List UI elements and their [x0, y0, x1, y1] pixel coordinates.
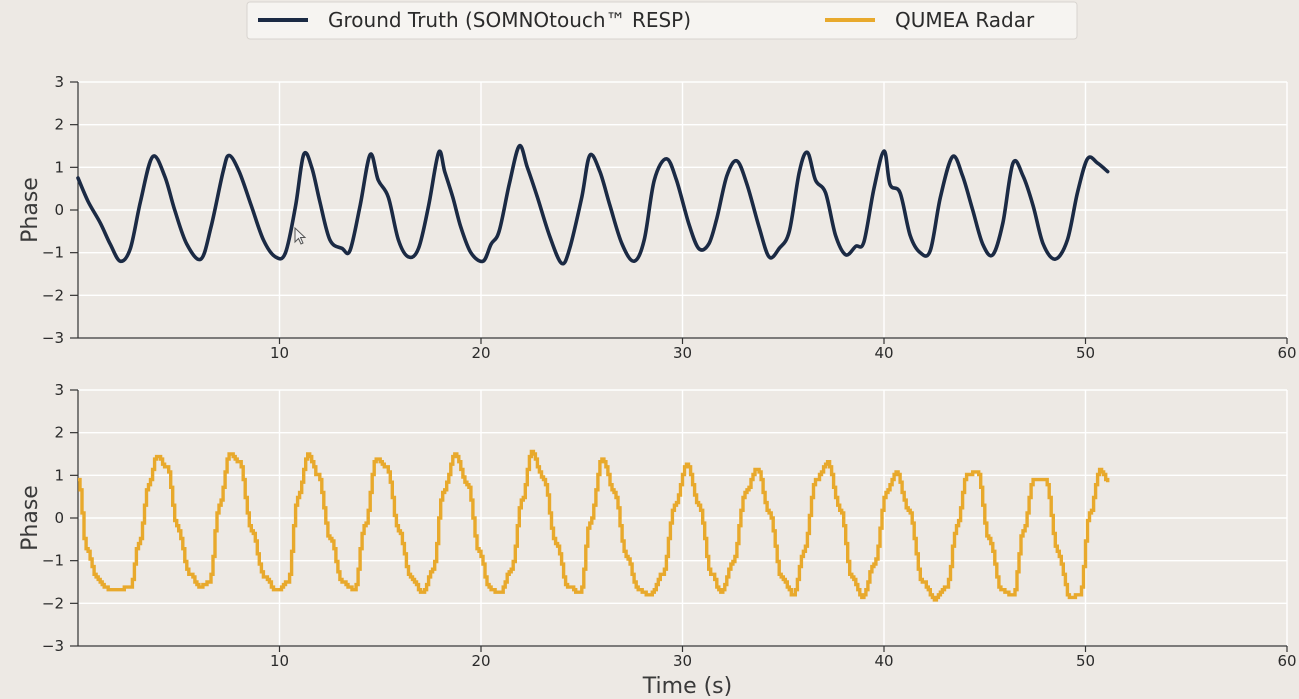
y-tick-label: 0 [54, 201, 64, 219]
x-tick-label: 40 [874, 652, 893, 670]
x-axis-title: Time (s) [642, 674, 732, 699]
y-tick-label: 3 [54, 73, 64, 91]
x-tick-label: 40 [874, 344, 893, 362]
y-axis-title: Phase [18, 177, 43, 243]
y-tick-label: −1 [42, 244, 64, 262]
legend-box [246, 1, 1078, 40]
series-line-ground-truth [76, 143, 1110, 266]
x-tick-label: 10 [270, 344, 289, 362]
x-tick-label: 10 [270, 652, 289, 670]
x-tick-label: 60 [1277, 652, 1296, 670]
x-tick-label: 30 [673, 344, 692, 362]
y-tick-label: 1 [54, 158, 64, 176]
y-axis-title: Phase [18, 485, 43, 551]
x-tick-label: 50 [1076, 652, 1095, 670]
x-tick-label: 20 [471, 652, 490, 670]
legend: Ground Truth (SOMNOtouch™ RESP) QUMEA Ra… [246, 1, 1078, 40]
y-tick-label: 2 [54, 424, 64, 442]
legend-label-qumea-radar: QUMEA Radar [895, 8, 1035, 32]
y-tick-label: 2 [54, 116, 64, 134]
y-tick-label: −2 [42, 286, 64, 304]
series-line-qumea-radar [78, 449, 1110, 602]
chart-panel-1: −3 −2 −1 0 1 2 3 10 20 30 40 50 60 Phase [18, 73, 1297, 362]
y-tick-label: −1 [42, 552, 64, 570]
x-tick-label: 30 [673, 652, 692, 670]
y-tick-label: −3 [42, 637, 64, 655]
y-tick-label: 0 [54, 509, 64, 527]
x-tick-label: 60 [1277, 344, 1296, 362]
y-tick-label: 3 [54, 381, 64, 399]
mouse-cursor-icon [294, 226, 307, 245]
legend-label-ground-truth: Ground Truth (SOMNOtouch™ RESP) [328, 8, 691, 32]
y-tick-label: 1 [54, 466, 64, 484]
y-tick-label: −2 [42, 594, 64, 612]
x-tick-label: 20 [471, 344, 490, 362]
x-tick-label: 50 [1076, 344, 1095, 362]
chart-panel-2: −3 −2 −1 0 1 2 3 10 20 30 40 50 60 Phase Time (s) [18, 381, 1297, 699]
y-tick-label: −3 [42, 329, 64, 347]
